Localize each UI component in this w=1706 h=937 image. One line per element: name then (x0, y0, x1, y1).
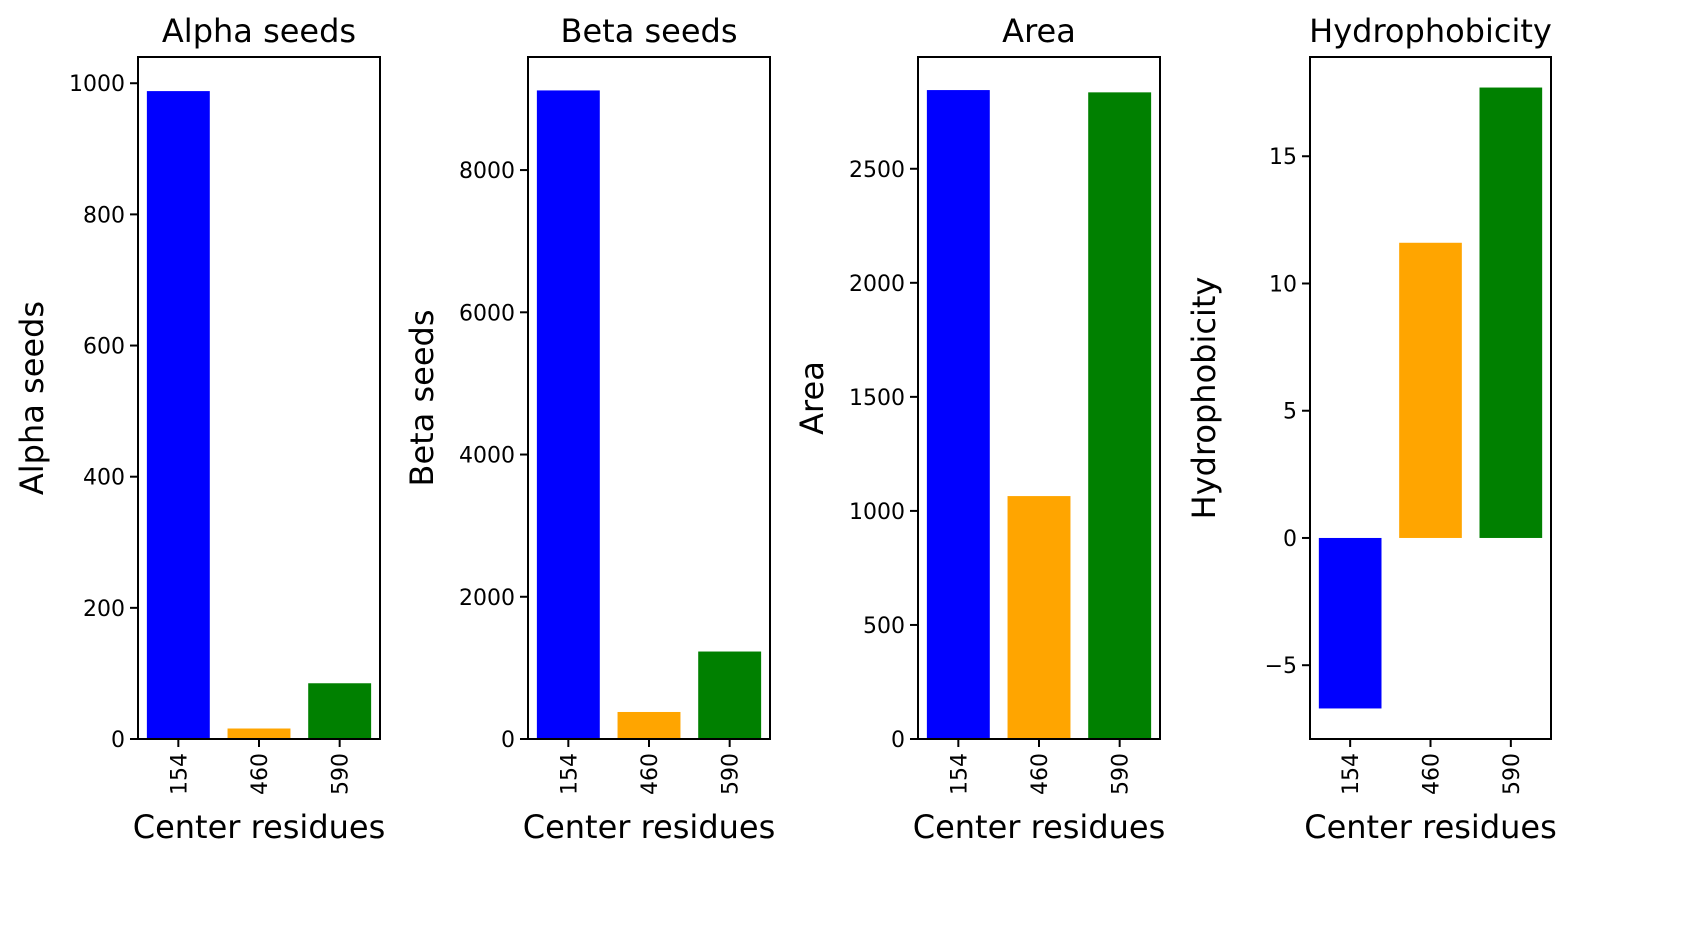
y-tick-label: 2500 (849, 158, 905, 183)
chart-panel: −5 0 5 10 15 154 460 590 Hydrophobicity Center re… (1185, 12, 1557, 846)
bar (1479, 87, 1543, 538)
y-tick-label: 0 (891, 728, 905, 753)
y-tick-label: 800 (83, 203, 125, 228)
y-tick-label: 400 (83, 466, 125, 491)
y-tick-label: 1000 (849, 500, 905, 525)
y-tick-label: 15 (1269, 145, 1297, 170)
y-axis-label: Hydrophobicity (1185, 277, 1223, 520)
y-tick-label: 6000 (459, 301, 515, 326)
y-axis-label: Beta seeds (403, 310, 441, 487)
x-tick-label: 154 (1339, 753, 1364, 795)
y-tick-label: 2000 (459, 586, 515, 611)
x-tick-label: 154 (947, 753, 972, 795)
bar (1007, 496, 1071, 739)
x-tick-label: 154 (557, 753, 582, 795)
y-tick-label: 500 (863, 614, 905, 639)
y-tick-label: 10 (1269, 272, 1297, 297)
y-tick-label: 1000 (69, 72, 125, 97)
x-tick-label: 590 (1109, 753, 1134, 795)
x-axis-label: Center residues (523, 808, 776, 846)
x-axis-label: Center residues (913, 808, 1166, 846)
bar (146, 91, 210, 740)
chart-title: Hydrophobicity (1309, 12, 1552, 50)
bar (1399, 242, 1462, 538)
x-tick-label: 590 (329, 753, 354, 795)
x-tick-label: 460 (638, 753, 663, 795)
x-axis-label: Center residues (133, 808, 386, 846)
x-tick-label: 154 (167, 753, 192, 795)
x-tick-label: 590 (1500, 753, 1525, 795)
y-tick-label: 4000 (459, 444, 515, 469)
y-tick-label: 8000 (459, 159, 515, 184)
chart-title: Area (1002, 12, 1076, 50)
x-tick-label: 460 (248, 753, 273, 795)
y-axis-label: Alpha seeds (13, 301, 51, 495)
bar (536, 90, 600, 740)
x-tick-label: 460 (1420, 753, 1445, 795)
y-tick-label: 0 (111, 728, 125, 753)
y-tick-label: 600 (83, 335, 125, 360)
bar (617, 711, 681, 739)
y-axis-label: Area (793, 361, 831, 435)
bar (698, 651, 762, 739)
y-tick-label: −5 (1265, 654, 1297, 679)
y-tick-label: 200 (83, 597, 125, 622)
bar (308, 683, 372, 739)
x-tick-label: 460 (1028, 753, 1053, 795)
chart-title: Beta seeds (561, 12, 738, 50)
x-axis-label: Center residues (1304, 808, 1557, 846)
chart-panel: 0 2000 4000 6000 8000 154 460 590 Beta seeds Cent… (403, 12, 775, 846)
y-tick-label: 2000 (849, 272, 905, 297)
bar (926, 90, 990, 739)
y-tick-label: 0 (501, 728, 515, 753)
y-tick-label: 1500 (849, 386, 905, 411)
chart-panel: 0 500 1000 1500 2000 2500 154 460 590 Area Center … (793, 12, 1165, 846)
chart-panel: 0 200 400 600 800 1000 154 460 590 Alpha seeds Cen… (13, 12, 385, 846)
chart-title: Alpha seeds (162, 12, 356, 50)
bar (1318, 537, 1382, 709)
y-tick-label: 5 (1283, 400, 1297, 425)
bar (1088, 92, 1152, 740)
y-tick-label: 0 (1283, 527, 1297, 552)
bar (227, 728, 291, 739)
x-tick-label: 590 (719, 753, 744, 795)
